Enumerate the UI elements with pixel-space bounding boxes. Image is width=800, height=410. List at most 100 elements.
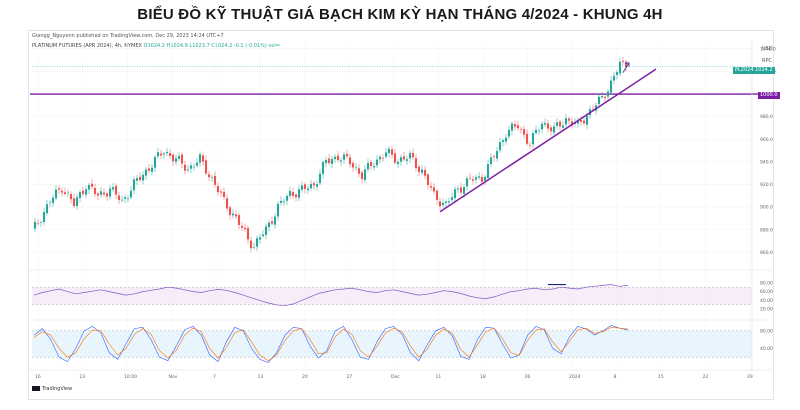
symbol-name: PLATINUM FUTURES (APR 2024), 4h, NYMEX bbox=[32, 43, 142, 49]
candle-body bbox=[237, 215, 241, 225]
candle-body bbox=[156, 152, 160, 157]
candle-body bbox=[66, 192, 70, 194]
tv-logo-icon bbox=[32, 386, 40, 391]
y-tick-label: 980.0 bbox=[760, 114, 773, 120]
candle-body bbox=[585, 115, 589, 125]
x-tick-label: 18 bbox=[480, 374, 486, 380]
candle-body bbox=[453, 189, 457, 199]
y-tick-label: 880.0 bbox=[760, 227, 773, 233]
ticker-tag-label: PL2024 bbox=[735, 67, 754, 73]
candle-body bbox=[177, 155, 181, 159]
candle-body bbox=[561, 125, 565, 128]
candle-body bbox=[564, 118, 568, 125]
candle-body bbox=[246, 228, 250, 240]
candle-body bbox=[306, 188, 310, 191]
candle-body bbox=[597, 96, 601, 105]
candle-body bbox=[261, 234, 265, 237]
candle-body bbox=[498, 142, 502, 151]
candle-body bbox=[294, 194, 298, 198]
candle-body bbox=[99, 191, 103, 195]
candle-body bbox=[255, 238, 259, 247]
candle-body bbox=[339, 160, 343, 162]
trendline bbox=[439, 68, 657, 213]
candle-body bbox=[522, 129, 526, 135]
candle-body bbox=[153, 157, 157, 168]
candle-body bbox=[315, 184, 319, 187]
candle-body bbox=[621, 60, 625, 62]
candle-body bbox=[426, 174, 430, 185]
candle-body bbox=[198, 154, 202, 163]
candle-body bbox=[108, 188, 112, 197]
candle-body bbox=[348, 157, 352, 165]
candle-body bbox=[258, 237, 262, 240]
candle-body bbox=[267, 222, 271, 228]
candle-body bbox=[399, 157, 403, 162]
candle-body bbox=[168, 153, 172, 156]
candle-body bbox=[270, 221, 274, 224]
candle-body bbox=[318, 173, 322, 184]
candle-body bbox=[435, 190, 439, 200]
candle-body bbox=[411, 153, 415, 158]
y-tick-label: 920.0 bbox=[760, 182, 773, 188]
candle-body bbox=[351, 163, 355, 168]
candle-body bbox=[456, 188, 460, 190]
candle-body bbox=[150, 167, 154, 172]
candle-body bbox=[105, 193, 109, 197]
rsi-tick-label: 40.00 bbox=[760, 298, 773, 304]
candle-body bbox=[192, 166, 196, 168]
candle-body bbox=[54, 189, 58, 199]
candle-body bbox=[90, 183, 94, 187]
candle-body bbox=[393, 153, 397, 163]
candle-body bbox=[357, 168, 361, 174]
candle-body bbox=[171, 154, 175, 162]
candle-body bbox=[129, 190, 133, 198]
stoch-d-line bbox=[33, 326, 629, 362]
candle-body bbox=[465, 178, 469, 187]
candle-body bbox=[57, 188, 61, 190]
candle-body bbox=[225, 198, 229, 209]
candle-body bbox=[333, 156, 337, 160]
candle-body bbox=[606, 91, 610, 97]
candle-body bbox=[600, 96, 604, 98]
candle-body bbox=[234, 214, 238, 217]
rsi-band bbox=[32, 287, 752, 305]
rsi-panel: 80.00 60.00 40.00 20.00 bbox=[32, 280, 773, 313]
candle-body bbox=[300, 185, 304, 190]
candle-body bbox=[489, 157, 493, 165]
rsi-tick-label: 20.00 bbox=[760, 307, 773, 313]
candle-body bbox=[84, 189, 88, 195]
axes: 1040.01020.01000.0980.0960.0940.0920.090… bbox=[28, 40, 776, 380]
candles bbox=[33, 56, 630, 252]
page-title: BIỂU ĐỒ KỸ THUẬT GIÁ BẠCH KIM KỲ HẠN THÁ… bbox=[137, 6, 663, 23]
candle-body bbox=[492, 156, 496, 158]
candle-body bbox=[567, 118, 571, 121]
rsi-line bbox=[33, 284, 629, 307]
candle-body bbox=[165, 151, 169, 154]
candle-body bbox=[45, 204, 49, 214]
candle-body bbox=[63, 192, 67, 194]
candle-body bbox=[345, 153, 349, 157]
candle-body bbox=[615, 72, 619, 75]
rsi-tick-label: 80.00 bbox=[760, 280, 773, 286]
candle-body bbox=[123, 197, 127, 199]
x-tick-label: 29 bbox=[747, 374, 753, 380]
candle-body bbox=[390, 149, 394, 155]
candle-body bbox=[516, 125, 520, 129]
x-tick-label: 20 bbox=[302, 374, 308, 380]
x-tick-label: 22 bbox=[703, 374, 709, 380]
level-tag: 1000.0 bbox=[758, 92, 780, 99]
candle-body bbox=[174, 158, 178, 162]
candle-body bbox=[162, 153, 166, 155]
candle-body bbox=[432, 187, 436, 192]
candle-body bbox=[408, 153, 412, 159]
grid-lines bbox=[32, 42, 752, 366]
candle-body bbox=[540, 123, 544, 130]
arrow-up-icon bbox=[622, 62, 630, 73]
candle-body bbox=[180, 154, 184, 164]
stoch-k-line bbox=[33, 325, 629, 363]
candle-body bbox=[414, 158, 418, 169]
candle-body bbox=[618, 61, 622, 74]
candle-body bbox=[459, 187, 463, 193]
candle-body bbox=[285, 195, 289, 201]
